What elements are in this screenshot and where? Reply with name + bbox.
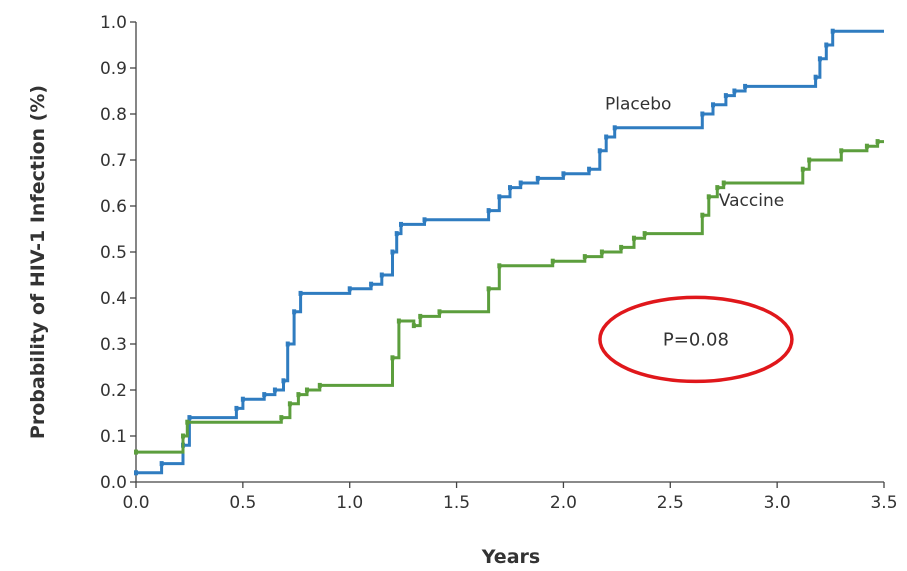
placebo-point xyxy=(711,102,716,108)
placebo-point xyxy=(535,175,540,181)
vaccine-point xyxy=(486,286,491,292)
placebo-point xyxy=(497,194,502,200)
placebo-point xyxy=(813,74,818,80)
y-tick-label: 0.4 xyxy=(100,289,127,309)
y-tick-label: 0.6 xyxy=(100,197,127,217)
placebo-line xyxy=(136,29,884,475)
vaccine-point xyxy=(287,401,292,407)
placebo-point xyxy=(723,93,728,99)
vaccine-point xyxy=(134,449,138,455)
y-tick-label: 1.0 xyxy=(100,13,127,33)
annotation-layer: P=0.08 xyxy=(598,295,794,384)
x-tick-label: 0.5 xyxy=(229,493,256,513)
placebo-point xyxy=(390,249,395,255)
placebo-point xyxy=(347,286,352,292)
vaccine-label: Vaccine xyxy=(719,191,784,211)
placebo-point xyxy=(587,166,592,172)
placebo-point xyxy=(379,272,384,278)
vaccine-point xyxy=(181,433,186,439)
label-layer: Placebo Vaccine xyxy=(605,94,784,211)
vaccine-point xyxy=(497,263,502,269)
y-tick-label: 0.5 xyxy=(100,243,127,263)
placebo-point xyxy=(830,28,835,34)
vaccine-point xyxy=(582,254,587,260)
placebo-point xyxy=(369,281,374,287)
placebo-point xyxy=(612,125,617,131)
placebo-point xyxy=(422,217,427,223)
placebo-point xyxy=(817,56,822,62)
y-tick-label: 0.0 xyxy=(100,473,127,493)
placebo-point xyxy=(187,415,192,421)
vaccine-point xyxy=(418,313,423,319)
x-tick-label: 1.0 xyxy=(336,493,363,513)
placebo-point xyxy=(486,208,491,214)
vaccine-point xyxy=(396,318,401,324)
placebo-point xyxy=(824,42,829,48)
x-axis-title: Years xyxy=(481,546,540,568)
vaccine-point xyxy=(390,355,395,361)
placebo-point xyxy=(700,111,705,117)
vaccine-point xyxy=(550,258,555,264)
placebo-point xyxy=(159,461,164,467)
placebo-point xyxy=(597,148,602,154)
annotation-ring xyxy=(598,295,794,384)
placebo-label: Placebo xyxy=(605,94,671,114)
vaccine-point xyxy=(185,419,190,425)
vaccine-point xyxy=(279,415,284,421)
placebo-point xyxy=(298,290,303,296)
placebo-point xyxy=(272,387,277,393)
x-tick-label: 2.5 xyxy=(657,493,684,513)
x-axis: 0.0 0.5 1.0 1.5 2.0 2.5 3.0 3.5 xyxy=(122,481,898,513)
vaccine-point xyxy=(411,323,416,329)
y-tick-label: 0.3 xyxy=(100,335,127,355)
x-tick-label: 2.0 xyxy=(550,493,577,513)
placebo-point xyxy=(561,171,566,177)
vaccine-point xyxy=(807,157,812,163)
placebo-point xyxy=(285,341,290,347)
vaccine-point xyxy=(599,249,604,255)
placebo-point xyxy=(732,88,737,94)
placebo-point xyxy=(508,185,512,191)
vaccine-point xyxy=(700,212,705,218)
vaccine-point xyxy=(721,180,726,186)
y-tick-label: 0.9 xyxy=(100,59,127,79)
vaccine-point xyxy=(317,382,322,388)
y-tick-label: 0.1 xyxy=(100,427,127,447)
p-value-text: P=0.08 xyxy=(663,329,729,350)
vaccine-point xyxy=(437,309,442,315)
placebo-point xyxy=(281,378,286,384)
placebo-point xyxy=(134,470,138,476)
placebo-point xyxy=(234,405,239,411)
vaccine-point xyxy=(715,185,720,191)
vaccine-point xyxy=(296,392,301,398)
vaccine-point xyxy=(839,148,844,154)
x-tick-label: 1.5 xyxy=(443,493,470,513)
vaccine-point xyxy=(642,231,647,237)
y-tick-label: 0.2 xyxy=(100,381,127,401)
vaccine-point xyxy=(864,143,869,149)
placebo-point xyxy=(399,221,404,227)
placebo-point xyxy=(262,392,267,398)
vaccine-point xyxy=(706,194,711,200)
placebo-point xyxy=(518,180,523,186)
series-layer xyxy=(134,28,884,476)
y-axis-title: Probability of HIV-1 Infection (%) xyxy=(27,85,49,439)
y-axis: 0.0 0.1 0.2 0.3 0.4 0.5 0.6 0.7 0.8 0.9 1.0 xyxy=(100,13,137,493)
vaccine-point xyxy=(619,244,624,250)
vaccine-point xyxy=(631,235,636,241)
placebo-point xyxy=(240,396,245,402)
x-tick-label: 3.0 xyxy=(764,493,791,513)
x-tick-label: 0.0 xyxy=(122,493,149,513)
placebo-point xyxy=(292,309,297,315)
vaccine-point xyxy=(800,166,805,172)
y-tick-label: 0.7 xyxy=(100,151,127,171)
placebo-point xyxy=(743,83,748,89)
x-tick-label: 3.5 xyxy=(870,493,897,513)
y-tick-label: 0.8 xyxy=(100,105,127,125)
placebo-point xyxy=(604,134,609,140)
placebo-point xyxy=(394,231,399,237)
vaccine-point xyxy=(875,139,880,145)
vaccine-point xyxy=(304,387,309,393)
